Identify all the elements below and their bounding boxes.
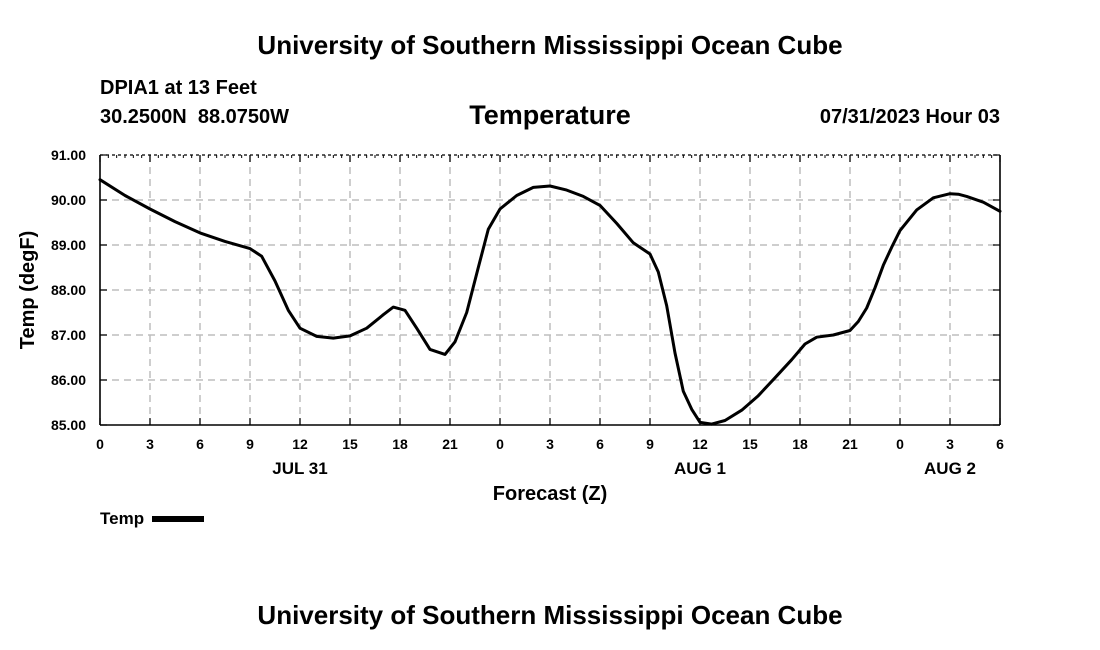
series-layer: [98, 178, 1002, 426]
x-tick-label: 15: [342, 436, 358, 452]
label-layer: 0 3 6 9 12 15 18 21 0 3 6 9 12 15 18 21 0 3 6 85.00 86.00 87.…: [17, 147, 1004, 505]
x-tick-label: 18: [792, 436, 808, 452]
x-tick-label: 12: [292, 436, 308, 452]
x-tick-label: 3: [946, 436, 954, 452]
x-tick-label: 0: [96, 436, 104, 452]
x-tick-label: 3: [146, 436, 154, 452]
forecast-timestamp: 07/31/2023 Hour 03: [819, 106, 1000, 128]
footer-title: University of Southern Mississippi Ocean…: [257, 600, 843, 630]
x-tick-label: 21: [842, 436, 858, 452]
x-date-label: JUL 31: [272, 459, 327, 478]
chart-title: Temperature: [469, 100, 631, 130]
y-tick-label: 91.00: [51, 147, 86, 163]
y-tick-label: 86.00: [51, 372, 86, 388]
x-tick-label: 6: [596, 436, 604, 452]
y-tick-label: 88.00: [51, 282, 86, 298]
x-tick-label: 0: [896, 436, 904, 452]
x-tick-label: 12: [692, 436, 708, 452]
x-tick-label: 3: [546, 436, 554, 452]
series-line-temp: [98, 178, 1002, 426]
x-axis-title: Forecast (Z): [493, 483, 607, 505]
legend: Temp: [100, 509, 205, 529]
legend-label: Temp: [100, 509, 145, 528]
x-date-label: AUG 2: [924, 459, 976, 478]
axis-layer: [99, 154, 1001, 426]
y-tick-label: 85.00: [51, 417, 86, 433]
y-tick-label: 89.00: [51, 237, 86, 253]
x-tick-label: 18: [392, 436, 408, 452]
x-tick-label: 0: [496, 436, 504, 452]
y-tick-label: 90.00: [51, 192, 86, 208]
x-tick-label: 6: [196, 436, 204, 452]
x-tick-label: 9: [246, 436, 254, 452]
station-name: DPIA1 at 13 Feet: [100, 77, 257, 99]
x-tick-label: 9: [646, 436, 654, 452]
x-tick-label: 21: [442, 436, 458, 452]
station-coordinates: 30.2500N 88.0750W: [100, 106, 290, 128]
y-tick-label: 87.00: [51, 327, 86, 343]
x-date-label: AUG 1: [674, 459, 726, 478]
x-tick-label: 15: [742, 436, 758, 452]
y-axis-title: Temp (degF): [17, 231, 39, 350]
x-tick-label: 6: [996, 436, 1004, 452]
grid-layer: [100, 155, 1000, 425]
page-title: University of Southern Mississippi Ocean…: [257, 30, 843, 60]
legend-line-swatch: [152, 516, 205, 522]
